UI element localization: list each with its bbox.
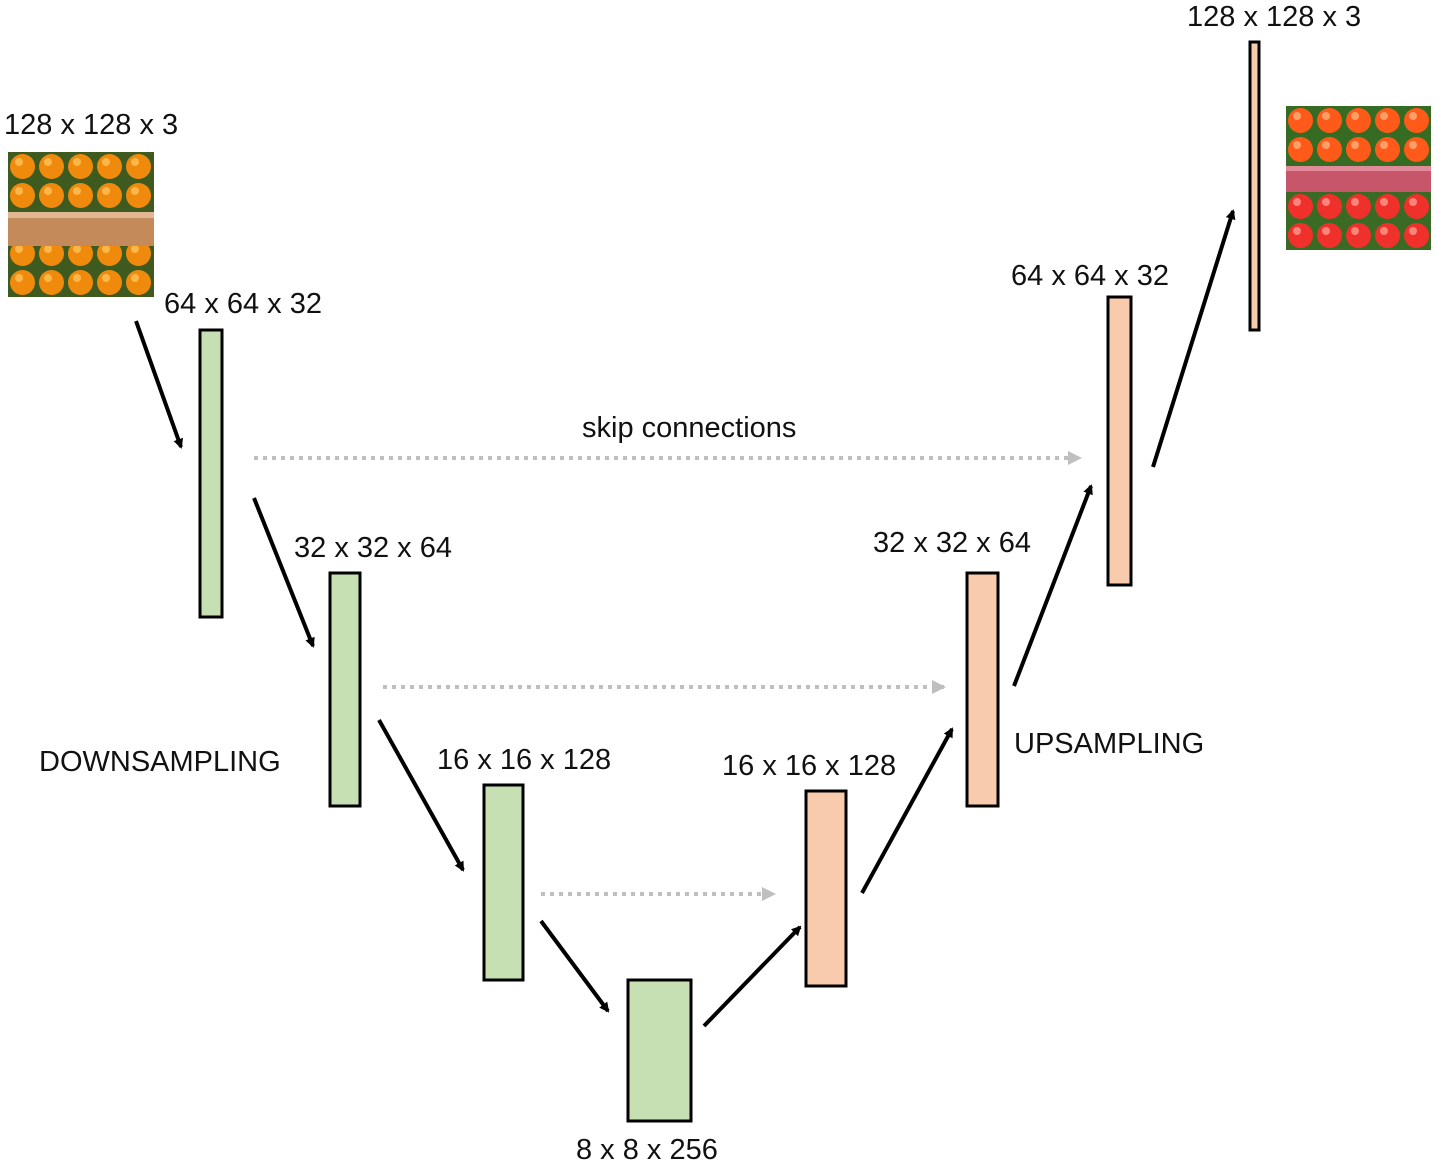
downsampling-label: DOWNSAMPLING (39, 746, 281, 778)
encoder-block-3 (482, 783, 525, 982)
down-arrow-4 (539, 919, 610, 1013)
encoder-block-2 (328, 571, 362, 808)
encoder-layer-2-label: 32 x 32 x 64 (294, 532, 452, 564)
down-arrow-2 (252, 497, 315, 648)
input-image (8, 152, 154, 297)
encoder-layer-3-label: 16 x 16 x 128 (437, 744, 612, 776)
up-arrow-2 (860, 727, 954, 894)
down-arrow-1 (134, 320, 184, 449)
encoder-layer-1-label: 64 x 64 x 32 (164, 288, 322, 320)
encoder-block-1 (198, 328, 224, 619)
upsampling-label: UPSAMPLING (1014, 728, 1205, 760)
decoder-block-1 (804, 789, 848, 988)
up-arrow-1 (702, 925, 802, 1028)
up-arrow-3 (1012, 484, 1093, 687)
decoder-block-3 (1106, 295, 1133, 587)
output-size-label: 128 x 128 x 3 (1187, 1, 1362, 33)
input-size-label: 128 x 128 x 3 (4, 109, 179, 141)
bottleneck-label: 8 x 8 x 256 (576, 1134, 718, 1166)
output-image (1286, 106, 1431, 250)
skip-connections-label: skip connections (582, 412, 797, 444)
decoder-layer-1-label: 16 x 16 x 128 (722, 750, 897, 782)
bottleneck-block (626, 978, 693, 1123)
decoder-layer-3-label: 64 x 64 x 32 (1011, 260, 1169, 292)
decoder-block-2 (965, 571, 1000, 808)
output-block (1248, 40, 1261, 332)
down-arrow-3 (377, 719, 465, 872)
up-arrow-4 (1151, 209, 1236, 468)
decoder-layer-2-label: 32 x 32 x 64 (873, 527, 1031, 559)
